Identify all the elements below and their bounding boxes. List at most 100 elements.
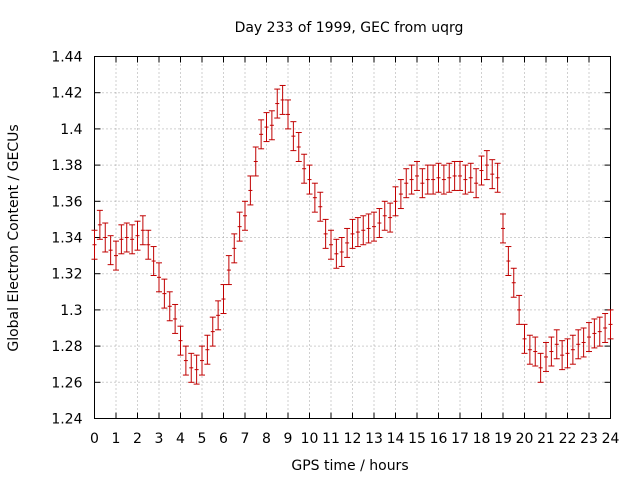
data-point (188, 352, 195, 383)
x-tick-label: 20 (516, 431, 534, 447)
x-tick-label: 8 (262, 431, 271, 447)
data-series (91, 84, 614, 385)
data-point (387, 202, 394, 233)
x-tick-label: 16 (430, 431, 448, 447)
data-point (526, 334, 533, 365)
data-point (408, 164, 415, 195)
data-point (107, 235, 114, 266)
data-point (247, 175, 254, 206)
data-point (478, 155, 485, 186)
x-tick-label: 11 (322, 431, 340, 447)
data-point (446, 162, 453, 193)
data-point (371, 211, 377, 242)
data-point (333, 238, 340, 269)
y-tick-label: 1.34 (51, 231, 82, 247)
x-tick-label: 13 (365, 431, 383, 447)
data-point (209, 316, 216, 347)
data-point (505, 246, 512, 277)
data-point (344, 227, 351, 258)
x-tick-label: 24 (602, 431, 620, 447)
data-point (166, 291, 173, 322)
data-point (268, 110, 275, 141)
data-point (430, 164, 437, 195)
data-point (451, 160, 458, 191)
x-tick-label: 3 (155, 431, 164, 447)
data-point (543, 341, 549, 372)
chart-title: Day 233 of 1999, GEC from uqrg (235, 20, 464, 36)
data-point (102, 222, 109, 253)
data-point (564, 338, 571, 369)
data-point (139, 215, 146, 246)
x-tick-label: 19 (494, 431, 512, 447)
y-tick-labels: 1.24 1.26 1.28 1.3 1.32 1.34 1.36 1.38 1.4 1.42 1.… (51, 50, 82, 428)
data-point (182, 345, 189, 376)
data-point (177, 325, 184, 356)
data-point (580, 327, 587, 358)
axis-ticks (94, 56, 611, 419)
y-tick-label: 1.28 (51, 339, 82, 355)
x-tick-label: 1 (112, 431, 121, 447)
data-point (397, 179, 404, 210)
data-point (586, 322, 592, 353)
data-point (591, 318, 598, 349)
data-point (113, 240, 119, 271)
data-point (225, 255, 232, 286)
data-point (231, 233, 238, 264)
x-tick-label: 4 (176, 431, 185, 447)
data-point (360, 215, 367, 246)
data-point (559, 340, 566, 371)
data-point (285, 99, 291, 130)
data-point (301, 153, 308, 184)
x-tick-label: 15 (408, 431, 426, 447)
data-point (118, 224, 125, 255)
data-point (311, 182, 318, 213)
y-tick-label: 1.24 (51, 412, 82, 428)
x-tick-label: 12 (344, 431, 362, 447)
data-point (263, 112, 270, 143)
x-tick-label: 18 (473, 431, 491, 447)
data-point (145, 229, 152, 260)
y-tick-label: 1.42 (51, 86, 82, 102)
y-tick-label: 1.36 (51, 194, 82, 210)
x-tick-label: 14 (387, 431, 405, 447)
data-point (569, 334, 576, 365)
data-point (575, 329, 582, 360)
data-point (354, 217, 361, 248)
data-point (306, 164, 313, 195)
data-point (467, 162, 474, 193)
data-point (338, 237, 345, 267)
data-point (435, 162, 442, 193)
data-point (602, 313, 609, 343)
data-point (516, 294, 523, 325)
data-point (129, 224, 136, 255)
data-point (414, 160, 420, 191)
data-point (473, 168, 480, 199)
x-tick-label: 7 (241, 431, 250, 447)
data-point (193, 354, 200, 385)
y-tick-label: 1.38 (51, 158, 82, 174)
data-point (290, 121, 297, 152)
x-tick-label: 0 (90, 431, 99, 447)
data-point (403, 168, 410, 199)
data-point (607, 309, 614, 340)
data-point (172, 303, 179, 334)
data-point (91, 229, 98, 260)
y-tick-label: 1.3 (60, 303, 82, 319)
data-point (510, 267, 517, 298)
data-point (258, 119, 265, 150)
y-axis-label: Global Electron Content / GECUs (6, 124, 22, 351)
data-point (242, 200, 248, 231)
data-point (236, 211, 243, 242)
data-point (317, 191, 324, 222)
data-point (161, 278, 168, 309)
data-point (150, 246, 157, 277)
data-point (365, 213, 372, 244)
data-point (424, 164, 431, 195)
data-point (349, 218, 356, 249)
y-tick-label: 1.44 (51, 50, 82, 66)
data-point (500, 213, 506, 244)
x-tick-label: 23 (580, 431, 598, 447)
x-tick-label: 17 (451, 431, 469, 447)
data-point (274, 88, 281, 119)
y-tick-label: 1.26 (51, 375, 82, 391)
